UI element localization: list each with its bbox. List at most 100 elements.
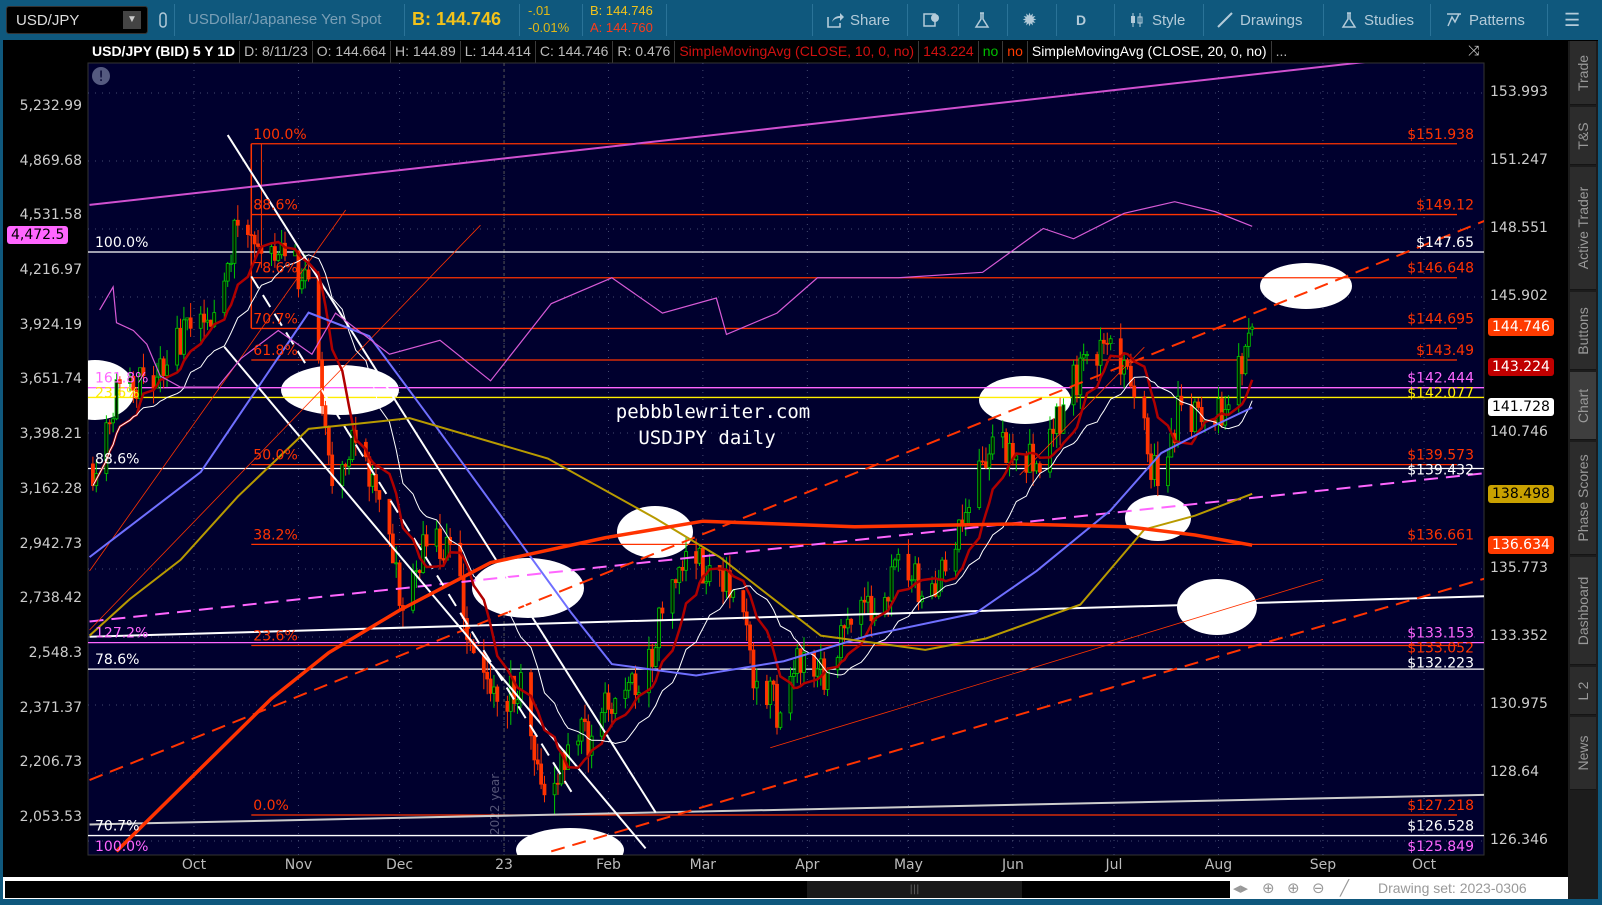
candle-up xyxy=(909,579,914,582)
more-studies[interactable]: ... xyxy=(1275,43,1288,59)
left-price-axis[interactable]: 5,232.99 4,869.68 4,531.58 4,216.97 3,924.19… xyxy=(3,41,88,875)
level-price: $132.223 xyxy=(1407,656,1474,672)
candle-up xyxy=(653,647,658,667)
candle-up xyxy=(515,699,520,704)
share-icon xyxy=(827,13,844,28)
candle-up xyxy=(165,364,169,376)
candle-down xyxy=(721,569,725,592)
date-axis-tick: Sep xyxy=(1309,857,1337,873)
watermark-site: pebbblewriter.com xyxy=(616,401,810,423)
chevron-down-icon[interactable]: ▼ xyxy=(123,11,141,29)
trendline xyxy=(550,577,1484,853)
series-line-4 xyxy=(115,519,1253,853)
sidebar-tab-buttons[interactable]: Buttons xyxy=(1570,292,1596,370)
candle-up xyxy=(225,263,230,282)
link-icon[interactable] xyxy=(154,0,172,40)
candle-down xyxy=(1189,404,1194,433)
drawing-set-label[interactable]: Drawing set: 2023-0306 xyxy=(1378,880,1527,896)
crosshair-icon[interactable]: ⊕ xyxy=(1262,879,1275,897)
candle-down xyxy=(151,375,156,389)
candle-up xyxy=(684,551,688,571)
candle-down xyxy=(252,234,257,245)
bid-price-large: B: 144.746 xyxy=(412,9,502,29)
pan-icon[interactable]: ◂▸ xyxy=(1233,879,1249,897)
sidebar-tab-label: L 2 xyxy=(1575,681,1591,700)
study-sma20[interactable]: SimpleMovingAvg (CLOSE, 20, 0, no) xyxy=(1028,41,1272,63)
candle-down xyxy=(495,686,500,702)
info-button[interactable] xyxy=(922,0,940,40)
candle-up xyxy=(845,618,850,629)
candle-up xyxy=(579,718,584,742)
info-icon xyxy=(923,13,939,27)
bar-range: R: 0.476 xyxy=(613,41,676,63)
scrollbar-thumb[interactable]: ||| xyxy=(807,881,1022,898)
trendline xyxy=(89,220,1484,781)
window-border xyxy=(0,40,3,905)
series-line-0 xyxy=(91,240,1254,770)
candle-down xyxy=(256,243,260,247)
study-sma10[interactable]: SimpleMovingAvg (CLOSE, 10, 0, no) xyxy=(675,41,920,63)
candle-up xyxy=(276,254,281,261)
studies-button[interactable]: Studies xyxy=(1340,0,1414,40)
candle-down xyxy=(485,671,490,680)
candle-down xyxy=(1058,406,1062,434)
period-button[interactable]: D xyxy=(1076,12,1087,28)
price-badge: 144.746 xyxy=(1488,318,1554,337)
date-axis-tick: Aug xyxy=(1204,857,1233,873)
zoom-in-icon[interactable]: ⊕ xyxy=(1287,879,1300,897)
symbol-selector[interactable]: USD/JPY ▼ xyxy=(6,6,148,34)
candle-up xyxy=(181,319,186,355)
menu-icon[interactable]: ☰ xyxy=(1564,9,1581,30)
ask-price: A: 144.760 xyxy=(590,20,653,35)
expand-icon[interactable]: ⤨ xyxy=(1468,43,1480,59)
candle-up xyxy=(977,460,982,508)
candle-up xyxy=(936,579,941,597)
horizontal-scrollbar[interactable] xyxy=(5,881,1230,898)
candle-up xyxy=(815,668,820,677)
candle-down xyxy=(609,708,614,714)
candle-down xyxy=(283,242,287,257)
series-line-2 xyxy=(88,311,1253,677)
study-sma10-value: 143.224 xyxy=(919,41,979,63)
level-price: $142.077 xyxy=(1407,386,1474,402)
bar-high: H: 144.89 xyxy=(391,41,461,63)
candle-down xyxy=(660,607,665,614)
sidebar-tab-dashboard[interactable]: Dashboard xyxy=(1570,557,1596,665)
candle-up xyxy=(232,219,237,264)
candle-down xyxy=(798,648,803,673)
candle-down xyxy=(869,595,874,622)
sidebar-tab-l-2[interactable]: L 2 xyxy=(1570,667,1596,715)
left-axis-tick: 3,651.74 xyxy=(19,371,82,388)
patterns-button[interactable]: Patterns xyxy=(1445,0,1525,40)
candle-up xyxy=(704,581,709,584)
drawing-tool-icon[interactable]: ╱ xyxy=(1340,879,1350,897)
sidebar-tab-chart[interactable]: Chart xyxy=(1570,372,1596,440)
share-button[interactable]: Share xyxy=(826,0,890,40)
flask-button[interactable] xyxy=(973,0,991,40)
right-price-axis[interactable]: ⤨ 153.993 151.247 148.551 145.902 140.746 135… xyxy=(1468,41,1568,875)
zoom-out-icon[interactable]: ⊖ xyxy=(1312,879,1325,897)
date-axis[interactable]: Oct Nov Dec 23 Feb Mar Apr May Jun Jul Aug Sep Oct xyxy=(88,856,1484,876)
sidebar-tab-trade[interactable]: Trade xyxy=(1570,41,1596,105)
sidebar-tab-label: Active Trader xyxy=(1575,186,1591,270)
candle-up xyxy=(589,735,594,756)
net-change: -.01 xyxy=(528,3,551,18)
date-axis-tick: 23 xyxy=(495,857,513,873)
drawings-button[interactable]: Drawings xyxy=(1216,0,1303,40)
sidebar-tab-active-trader[interactable]: Active Trader xyxy=(1570,167,1596,290)
sidebar-tab-phase-scores[interactable]: Phase Scores xyxy=(1570,442,1596,555)
candle-down xyxy=(235,219,240,226)
settings-button[interactable]: ✹ xyxy=(1022,0,1037,40)
candle-down xyxy=(556,782,560,785)
fib-level-price: $146.648 xyxy=(1407,261,1474,277)
sidebar-tab-t-s[interactable]: T&S xyxy=(1570,107,1596,165)
candle-up xyxy=(802,652,806,673)
candle-up xyxy=(1007,442,1012,463)
candle-down xyxy=(542,783,547,796)
sidebar-tab-news[interactable]: News xyxy=(1570,717,1596,790)
style-button[interactable]: Style xyxy=(1128,0,1185,40)
plot-background xyxy=(87,62,1485,856)
candle-down xyxy=(906,553,911,581)
candle-down xyxy=(1102,339,1106,344)
